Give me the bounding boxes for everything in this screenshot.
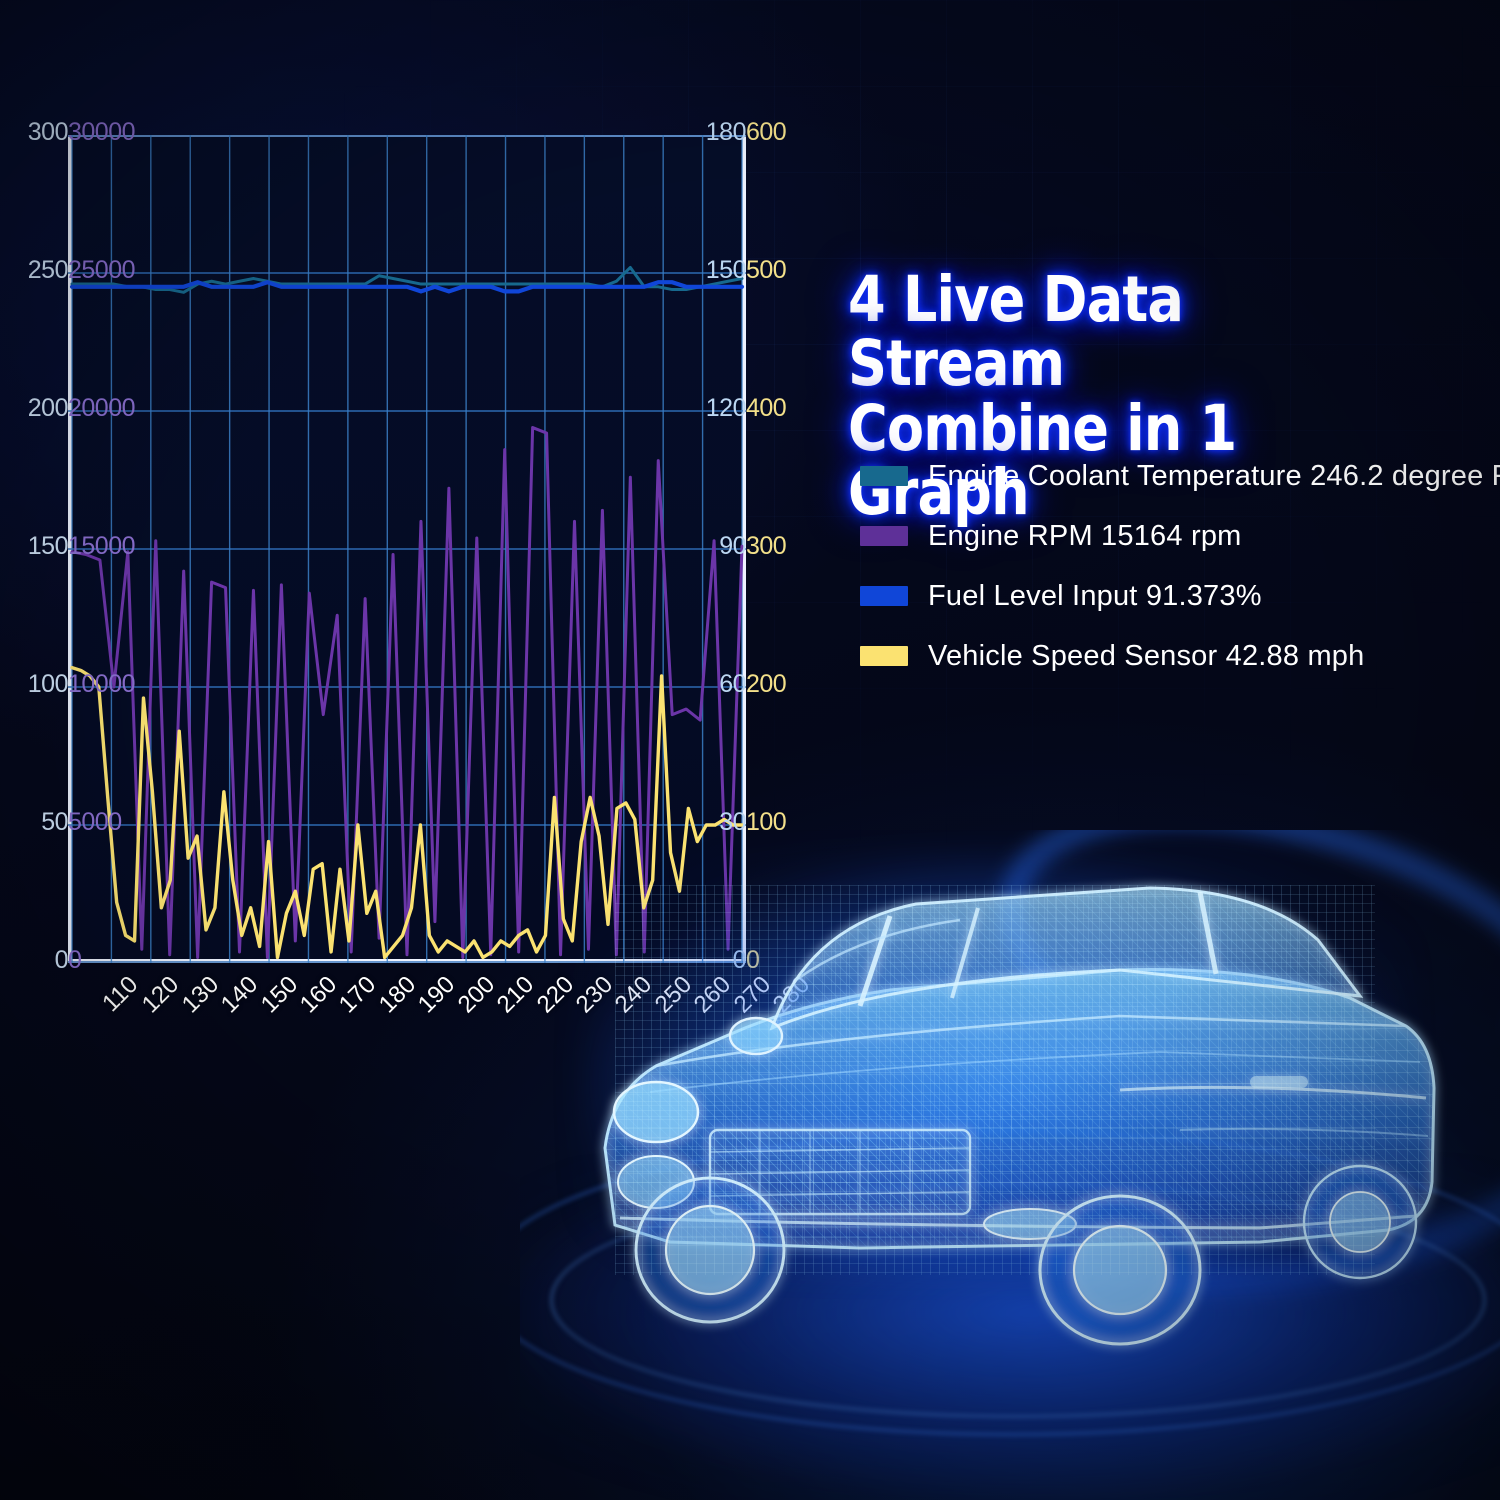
axis-tick-label: 60 [719,670,746,698]
axis-tick-label: 90 [719,532,746,560]
axis-tick-label: 300 [746,532,787,560]
axis-tick-label: 180 [705,118,747,146]
x-axis-tick-label: 130 [176,971,224,1019]
page-title-line1: 4 Live Data Stream [848,263,1184,401]
legend-item-engine-rpm: Engine RPM 15164 rpm [860,512,1480,560]
x-axis-tick-label: 110 [97,971,144,1018]
axis-tick-label: 200 [746,670,787,698]
axis-tick-label: 150 [705,256,747,284]
legend-item-engine-coolant-temperature: Engine Coolant Temperature 246.2 degree … [860,452,1500,500]
legend-item-vehicle-speed-sensor: Vehicle Speed Sensor 42.88 mph [860,632,1480,680]
x-axis-tick-label: 180 [373,971,422,1019]
x-axis-tick-label: 120 [137,971,185,1019]
x-axis-tick-label: 200 [452,971,500,1019]
x-axis-tick-label: 140 [215,971,264,1019]
chart-legend: Engine Coolant Temperature 246.2 degree … [860,452,1500,692]
x-axis-tick-label: 150 [255,971,303,1019]
legend-swatch-engine-coolant-temperature [860,466,908,486]
legend-label-vehicle-speed-sensor: Vehicle Speed Sensor 42.88 mph [928,639,1365,672]
axis-tick-label: 600 [746,118,787,146]
car-wireframe-svg [603,886,1436,1346]
x-axis-tick-label: 190 [413,971,461,1019]
axis-tick-label: 400 [746,394,787,422]
axis-tick-label: 120 [705,394,747,422]
x-axis-tick-label: 170 [334,971,382,1019]
legend-swatch-engine-rpm [860,526,908,546]
legend-item-fuel-level-input: Fuel Level Input 91.373% [860,572,1480,620]
legend-label-engine-rpm: Engine RPM 15164 rpm [928,519,1242,552]
legend-swatch-fuel-level-input [860,586,908,606]
wireframe-car-illustration [520,830,1500,1500]
x-axis-tick-label: 160 [294,971,343,1019]
legend-label-engine-coolant-temperature: Engine Coolant Temperature 246.2 degree … [928,459,1500,492]
legend-swatch-vehicle-speed-sensor [860,646,908,666]
legend-label-fuel-level-input: Fuel Level Input 91.373% [928,579,1262,612]
axis-tick-label: 500 [746,256,787,284]
